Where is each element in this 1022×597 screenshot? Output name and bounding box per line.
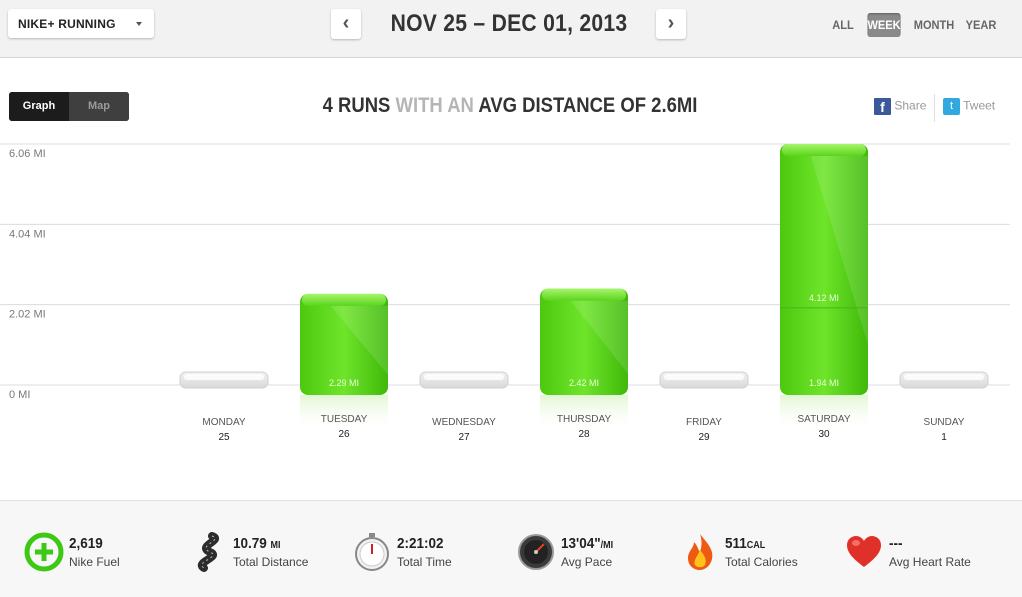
facebook-share-button[interactable]: f Share (874, 98, 926, 118)
chevron-right-icon: › (667, 12, 675, 34)
day-column (419, 371, 509, 389)
day-column (659, 371, 749, 389)
date-label: 27 (458, 432, 470, 443)
day-column (300, 293, 388, 433)
day-label: MONDAY (202, 417, 245, 428)
date-label: 25 (218, 432, 230, 443)
day-column (179, 371, 269, 389)
map-view-button[interactable]: Map (69, 92, 129, 121)
calories-label: Total Calories (725, 555, 798, 569)
summary-runs: 4 RUNS (322, 94, 391, 117)
day-column (540, 288, 628, 433)
date-label: 1 (941, 432, 947, 443)
period-tab-all[interactable]: ALL (832, 18, 854, 32)
summary-avg-distance: AVG DISTANCE OF 2.6MI (478, 94, 698, 117)
day-label: SUNDAY (924, 417, 965, 428)
empty-bar-highlight (184, 374, 264, 380)
nike-fuel-icon (24, 532, 64, 572)
next-week-button[interactable]: › (656, 9, 686, 39)
facebook-icon: f (874, 98, 891, 115)
road-icon (197, 532, 219, 572)
day-label: SATURDAY (798, 414, 851, 425)
y-tick-label: 2.02 MI (9, 309, 46, 321)
graph-view-button[interactable]: Graph (9, 92, 69, 121)
chevron-left-icon: ‹ (342, 12, 350, 34)
flame-icon (688, 534, 713, 570)
period-tab-month[interactable]: MONTH (913, 18, 955, 32)
view-toggle: Graph Map (9, 92, 129, 121)
share-label: Share (894, 98, 927, 113)
date-range-title: NOV 25 – DEC 01, 2013 (390, 10, 628, 37)
fuel-label: Nike Fuel (69, 555, 120, 569)
empty-bar-highlight (904, 374, 984, 380)
segment-distance-label: 1.94 MI (809, 378, 839, 388)
tweet-button[interactable]: t Tweet (943, 98, 995, 118)
distance-label: Total Distance (233, 555, 309, 569)
y-tick-label: 4.04 MI (9, 228, 46, 240)
summary-connector: WITH AN (395, 94, 474, 117)
bar-top-face (302, 293, 386, 306)
distance-value: 10.79 (233, 535, 267, 552)
empty-bar-highlight (664, 374, 744, 380)
chevron-down-icon (136, 22, 142, 26)
bar-reflection (300, 395, 388, 433)
day-label: THURSDAY (557, 414, 612, 425)
day-label: WEDNESDAY (432, 417, 496, 428)
tweet-label: Tweet (963, 98, 996, 113)
day-column (780, 144, 868, 433)
empty-bar-highlight (424, 374, 504, 380)
week-summary: 4 RUNS WITH AN AVG DISTANCE OF 2.6MI (264, 94, 757, 118)
segment-distance-label: 4.12 MI (809, 293, 839, 303)
date-label: 26 (338, 429, 350, 440)
stopwatch-icon (355, 533, 389, 571)
heart-rate-label: Avg Heart Rate (889, 555, 971, 569)
previous-week-button[interactable]: ‹ (331, 9, 361, 39)
segment-distance-label: 2.42 MI (569, 378, 599, 388)
bar-reflection (540, 395, 628, 433)
fuel-value: 2,619 (69, 535, 103, 552)
bar-top-face (542, 288, 626, 301)
weekly-distance-chart: 6.06 MI 4.04 MI 2.02 MI 0 MI MONDAY 25 2.29 MI… (0, 143, 1010, 443)
speedometer-icon (518, 534, 554, 570)
app-selector-label: NIKE+ RUNNING (18, 17, 116, 31)
calories-value: 511 (725, 535, 747, 552)
distance-bar (540, 288, 628, 395)
bar-sheen (810, 156, 868, 345)
time-label: Total Time (397, 555, 452, 569)
period-tab-year[interactable]: YEAR (965, 18, 997, 32)
heart-icon (847, 536, 881, 567)
bar-top-face (782, 144, 866, 156)
pace-label: Avg Pace (561, 555, 613, 569)
period-tab-week[interactable]: WEEK (867, 13, 901, 37)
segment-distance-label: 2.29 MI (329, 378, 359, 388)
date-label: 30 (818, 429, 830, 440)
y-tick-label: 0 MI (9, 389, 30, 401)
time-value: 2:21:02 (397, 535, 444, 552)
date-label: 28 (578, 429, 590, 440)
heart-rate-value: --- (889, 535, 903, 552)
day-label: TUESDAY (321, 414, 368, 425)
distance-bar (300, 293, 388, 395)
date-label: 29 (698, 432, 710, 443)
day-column (899, 371, 989, 389)
day-label: FRIDAY (686, 417, 722, 428)
app-selector-dropdown[interactable]: NIKE+ RUNNING (8, 9, 154, 38)
twitter-icon: t (943, 98, 960, 115)
bar-sheen (330, 305, 388, 375)
bar-reflection (780, 395, 868, 433)
y-tick-label: 6.06 MI (9, 148, 46, 160)
distance-bar (780, 144, 868, 395)
top-bar: NIKE+ RUNNING ‹ NOV 25 – DEC 01, 2013 › … (0, 0, 1022, 58)
pace-value: 13'04" (561, 535, 601, 552)
share-divider (934, 94, 935, 122)
